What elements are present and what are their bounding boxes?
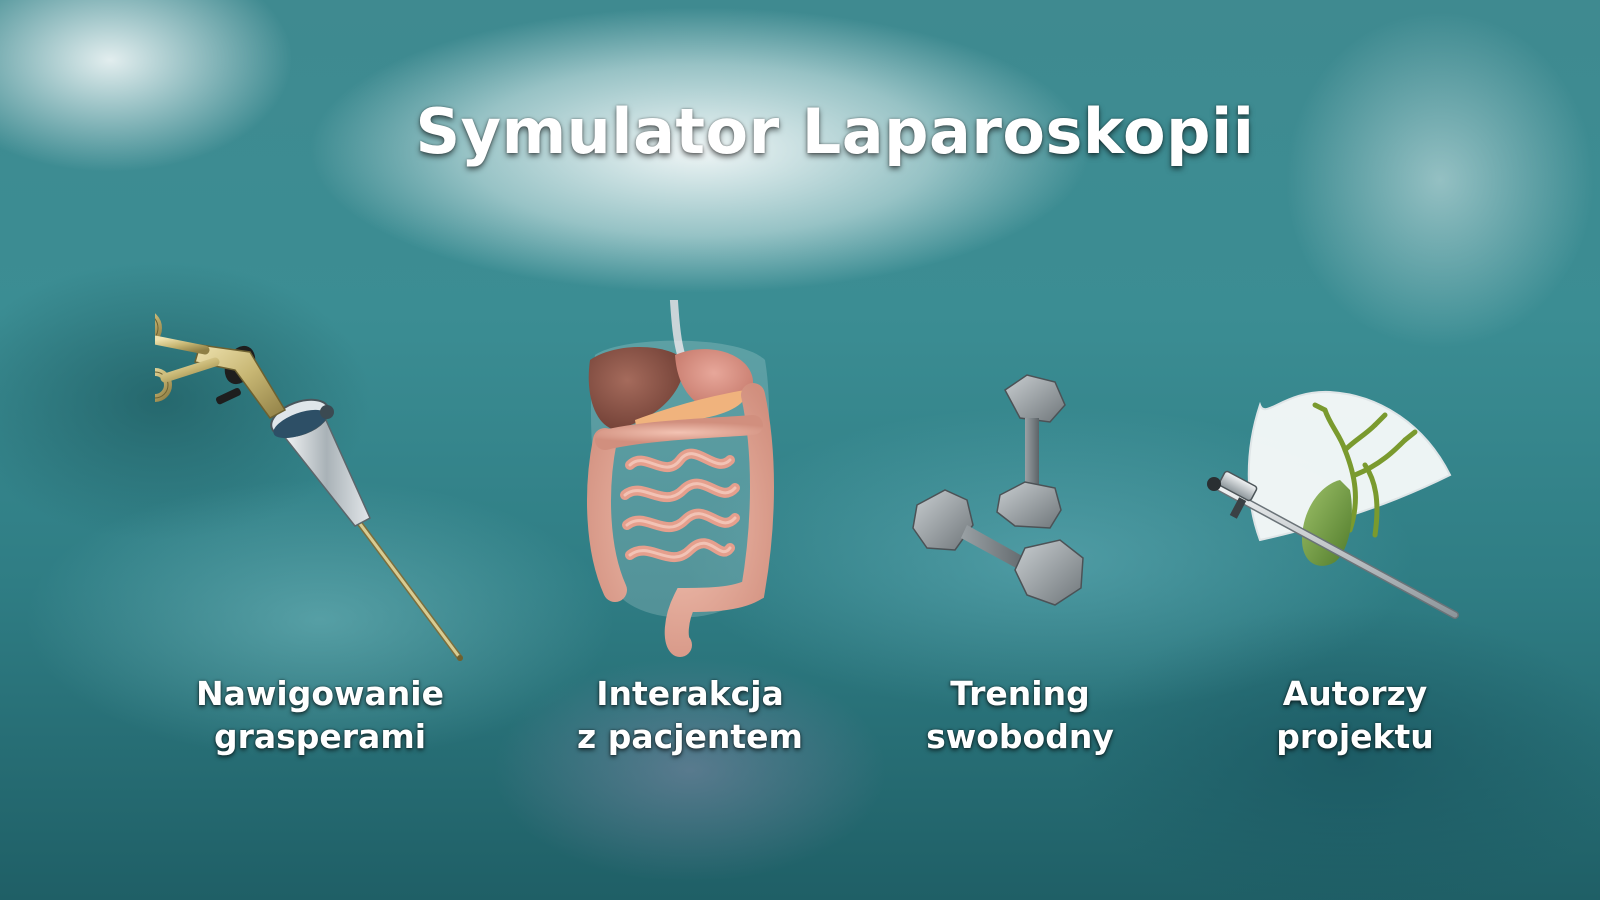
menu-label-line-1: Interakcja	[596, 674, 784, 713]
digestive-organs-icon	[587, 300, 774, 657]
menu-item-grasper-navigation[interactable]: Nawigowanie grasperami	[155, 300, 485, 770]
menu-item-project-authors[interactable]: Autorzy projektu	[1190, 300, 1520, 770]
menu-item-patient-interaction[interactable]: Interakcja z pacjentem	[525, 300, 855, 770]
menu-item-free-training[interactable]: Trening swobodny	[855, 300, 1185, 770]
menu-label-free-training: Trening swobodny	[855, 672, 1185, 758]
menu-label-line-1: Nawigowanie	[196, 674, 444, 713]
dumbbells-icon	[912, 374, 1084, 606]
menu-label-line-2: projektu	[1276, 717, 1434, 756]
menu-label-line-2: z pacjentem	[577, 717, 803, 756]
menu-label-line-1: Trening	[950, 674, 1090, 713]
laparoscope-gallbladder-icon	[1207, 390, 1459, 619]
menu-label-project-authors: Autorzy projektu	[1190, 672, 1520, 758]
menu-label-line-1: Autorzy	[1282, 674, 1428, 713]
menu-label-grasper-navigation: Nawigowanie grasperami	[155, 672, 485, 758]
grasper-instrument-icon	[155, 313, 463, 661]
menu-label-line-2: swobodny	[926, 717, 1114, 756]
menu-label-patient-interaction: Interakcja z pacjentem	[525, 672, 855, 758]
app-title: Symulator Laparoskopii	[415, 95, 1255, 168]
menu-label-line-2: grasperami	[213, 717, 427, 756]
